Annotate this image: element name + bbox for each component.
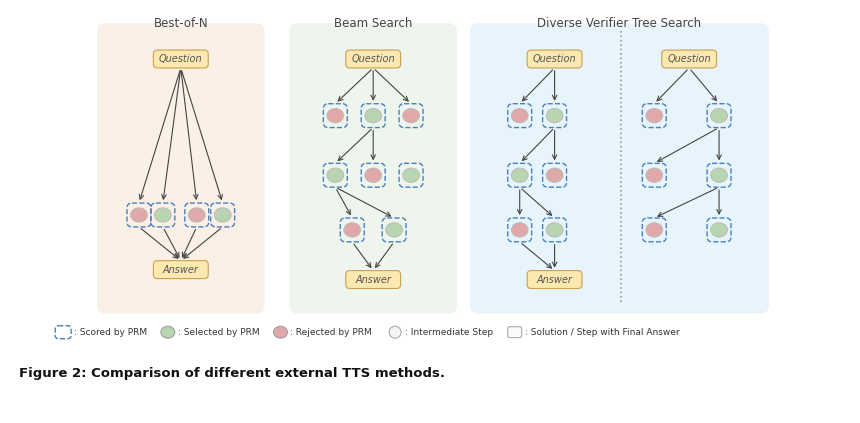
Text: : Scored by PRM: : Scored by PRM <box>74 328 147 337</box>
Ellipse shape <box>365 108 382 123</box>
FancyBboxPatch shape <box>346 271 401 288</box>
Ellipse shape <box>546 168 563 182</box>
FancyBboxPatch shape <box>290 23 457 313</box>
Text: Answer: Answer <box>537 275 573 285</box>
Ellipse shape <box>512 223 528 237</box>
FancyBboxPatch shape <box>527 50 582 68</box>
Ellipse shape <box>512 108 528 123</box>
Ellipse shape <box>402 108 420 123</box>
FancyBboxPatch shape <box>470 23 769 313</box>
Ellipse shape <box>402 168 420 182</box>
Ellipse shape <box>155 208 171 222</box>
Ellipse shape <box>386 223 402 237</box>
Circle shape <box>389 326 401 338</box>
FancyBboxPatch shape <box>507 327 522 338</box>
Text: Question: Question <box>159 54 203 64</box>
Text: : Rejected by PRM: : Rejected by PRM <box>291 328 372 337</box>
Text: : Selected by PRM: : Selected by PRM <box>178 328 260 337</box>
Text: Figure 2: Comparison of different external TTS methods.: Figure 2: Comparison of different extern… <box>19 368 445 380</box>
Text: Question: Question <box>667 54 711 64</box>
Ellipse shape <box>646 108 663 123</box>
FancyBboxPatch shape <box>661 50 716 68</box>
FancyBboxPatch shape <box>153 50 208 68</box>
Ellipse shape <box>546 108 563 123</box>
Ellipse shape <box>365 168 382 182</box>
Ellipse shape <box>161 326 175 338</box>
Ellipse shape <box>327 168 344 182</box>
Text: Question: Question <box>533 54 576 64</box>
Ellipse shape <box>646 223 663 237</box>
Ellipse shape <box>710 223 728 237</box>
FancyBboxPatch shape <box>527 271 582 288</box>
Ellipse shape <box>344 223 360 237</box>
Text: Best-of-N: Best-of-N <box>153 17 208 30</box>
Ellipse shape <box>214 208 231 222</box>
Ellipse shape <box>710 108 728 123</box>
Ellipse shape <box>546 223 563 237</box>
Ellipse shape <box>512 168 528 182</box>
FancyBboxPatch shape <box>97 23 265 313</box>
Text: Diverse Verifier Tree Search: Diverse Verifier Tree Search <box>538 17 702 30</box>
Ellipse shape <box>273 326 287 338</box>
Ellipse shape <box>131 208 147 222</box>
Text: : Solution / Step with Final Answer: : Solution / Step with Final Answer <box>525 328 679 337</box>
Text: : Intermediate Step: : Intermediate Step <box>405 328 493 337</box>
Ellipse shape <box>327 108 344 123</box>
Ellipse shape <box>188 208 206 222</box>
Ellipse shape <box>710 168 728 182</box>
Text: Answer: Answer <box>163 265 199 275</box>
Text: Answer: Answer <box>355 275 391 285</box>
Text: Question: Question <box>352 54 395 64</box>
FancyBboxPatch shape <box>153 261 208 279</box>
FancyBboxPatch shape <box>346 50 401 68</box>
Text: Beam Search: Beam Search <box>334 17 413 30</box>
Ellipse shape <box>646 168 663 182</box>
